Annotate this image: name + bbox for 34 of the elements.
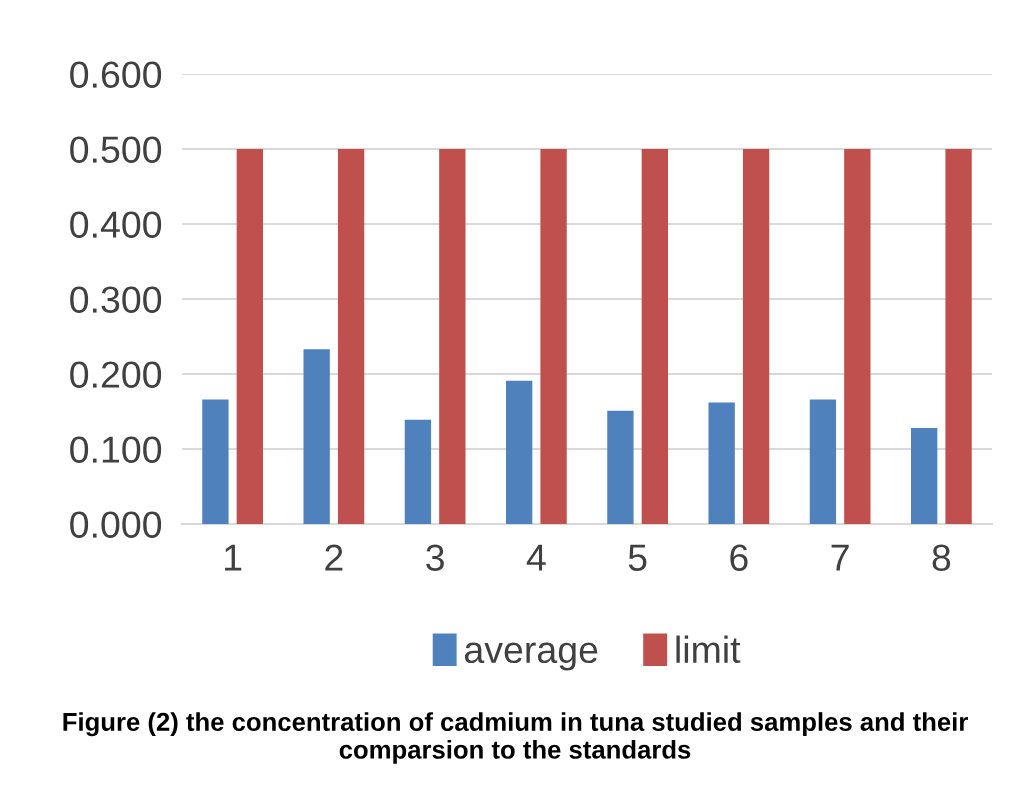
text: Figure (2) the concentration of cadmium in tuna studied samples and their comparsion to the standards: [63, 712, 968, 764]
y-tick-label: 0.100: [70, 436, 162, 463]
bar: [607, 410, 634, 524]
x-tick-label: 2: [325, 544, 343, 571]
bar: [439, 149, 466, 524]
x-tick-label: 5: [628, 544, 647, 571]
legend-label: average: [465, 642, 598, 671]
bar: [202, 399, 229, 524]
x-tick-label: 3: [426, 544, 444, 571]
x-tick-label: 1: [225, 544, 242, 571]
bar: [540, 149, 567, 524]
bar: [809, 399, 837, 524]
y-tick-label: 0.000: [70, 511, 162, 538]
bar: [506, 380, 533, 524]
x-tick-label: 7: [831, 544, 849, 571]
bar: [236, 149, 263, 524]
y-tick-label: 0.400: [70, 211, 162, 238]
bar: [911, 428, 938, 524]
x-tick-label: 8: [932, 544, 951, 571]
bar: [641, 149, 668, 524]
bar: [303, 349, 330, 524]
y-tick-label: 0.200: [70, 361, 162, 388]
bar: [945, 149, 972, 524]
bar: [708, 402, 735, 524]
y-tick-label: 0.600: [70, 61, 162, 88]
x-tick-label: 6: [730, 544, 748, 571]
legend-label: limit: [676, 635, 741, 664]
y-tick-label: 0.300: [70, 286, 162, 313]
bar: [404, 419, 432, 524]
x-tick-label: 4: [526, 544, 546, 571]
bar: [337, 149, 365, 524]
y-tick-label: 0.500: [70, 136, 162, 163]
bar: [844, 149, 871, 524]
bar: [742, 149, 770, 524]
